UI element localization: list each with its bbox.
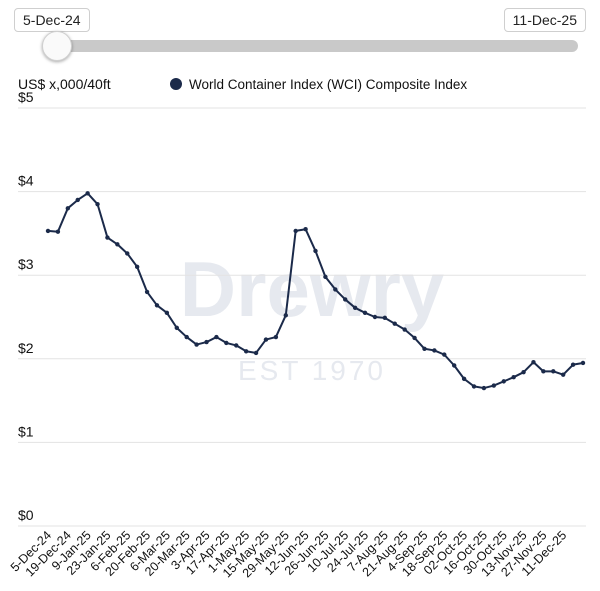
data-point (352, 305, 358, 311)
date-range-slider-track[interactable] (44, 40, 578, 52)
data-point (481, 385, 487, 391)
grid-lines (18, 107, 586, 527)
data-point (204, 339, 209, 345)
y-axis-ticks: $0 $1 $2 $3 $4 $5 (18, 89, 34, 523)
y-tick-label: $2 (18, 340, 34, 356)
data-point (333, 287, 338, 292)
data-point (303, 227, 308, 232)
data-point (105, 235, 110, 240)
data-point (293, 228, 298, 234)
data-point (362, 310, 368, 316)
y-tick-label: $5 (18, 89, 34, 105)
data-point (85, 191, 90, 196)
data-point (313, 248, 318, 254)
data-point (95, 201, 100, 207)
date-range-slider-handle[interactable] (42, 31, 72, 61)
x-axis-ticks: 5-Dec-2419-Dec-249-Jan-2523-Jan-256-Feb-… (8, 528, 569, 580)
data-point (422, 346, 427, 351)
data-point (253, 350, 259, 356)
data-point (323, 274, 328, 280)
data-point (382, 315, 388, 321)
data-point (461, 376, 467, 382)
y-tick-label: $1 (18, 423, 34, 439)
data-point (134, 264, 140, 270)
y-tick-label: $0 (18, 507, 34, 523)
data-point (392, 321, 397, 326)
watermark-brand: Drewry (180, 245, 444, 333)
data-point (115, 242, 120, 247)
data-point (372, 314, 378, 320)
data-point (570, 362, 576, 367)
data-point (154, 303, 160, 308)
range-start-date: 5-Dec-24 (14, 8, 90, 32)
data-point (273, 334, 279, 340)
data-point (551, 369, 556, 374)
range-end-date: 11-Dec-25 (503, 8, 586, 32)
data-point (234, 343, 239, 348)
data-point (531, 359, 536, 365)
data-points (45, 191, 586, 391)
data-point (224, 340, 229, 346)
drewry-watermark: Drewry EST 1970 (180, 245, 444, 386)
data-point (263, 337, 269, 342)
data-point (491, 383, 497, 388)
data-point (65, 206, 71, 211)
data-point (243, 349, 249, 354)
data-point (174, 325, 179, 331)
data-point (283, 313, 288, 318)
data-point (501, 379, 506, 384)
data-point (164, 310, 170, 316)
data-point (432, 348, 437, 353)
data-point (452, 363, 457, 368)
watermark-tagline: EST 1970 (238, 355, 386, 386)
data-point (184, 334, 189, 340)
y-axis-title: US$ x,000/40ft (18, 76, 111, 92)
data-point (471, 384, 477, 389)
y-tick-label: $4 (18, 173, 34, 189)
legend-marker (170, 78, 182, 90)
data-point (541, 369, 546, 374)
legend[interactable]: World Container Index (WCI) Composite In… (170, 77, 467, 92)
data-point (521, 369, 526, 375)
legend-label: World Container Index (WCI) Composite In… (189, 77, 467, 92)
data-point (144, 289, 150, 295)
data-point (560, 372, 566, 377)
data-point (125, 251, 130, 256)
data-point (412, 335, 417, 341)
data-point (55, 229, 61, 234)
data-point (45, 228, 51, 234)
data-point (343, 297, 348, 302)
y-tick-label: $3 (18, 256, 34, 272)
data-point (214, 334, 219, 340)
data-point (442, 352, 447, 357)
data-point (511, 374, 516, 380)
data-point (402, 327, 407, 332)
data-point (75, 197, 80, 203)
data-point (194, 342, 199, 347)
data-point (580, 360, 586, 366)
